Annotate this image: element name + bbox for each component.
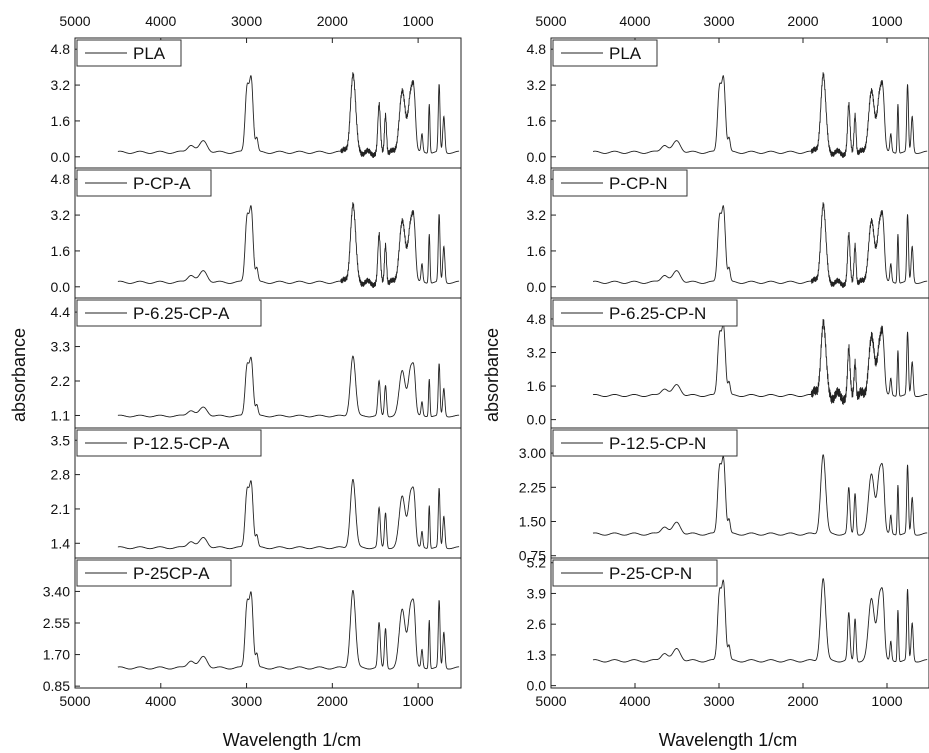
y-tick-label: 3.2: [527, 345, 547, 361]
y-tick-label: 2.8: [51, 467, 71, 483]
y-tick-label: 0.0: [527, 678, 547, 694]
legend-box: [76, 39, 182, 67]
left-bottom-x-tick-label: 4000: [145, 693, 176, 709]
y-tick-label: 0.0: [527, 279, 547, 295]
spectrum-line: [592, 454, 928, 536]
right-bottom-x-tick-label: 3000: [703, 693, 734, 709]
y-tick-label: 2.55: [43, 615, 70, 631]
y-tick-label: 1.1: [51, 407, 71, 423]
left-subplot-4: 1.4 2.1 2.8 3.5 P-12.5-CP-A: [51, 427, 462, 559]
spectrum-line: [117, 355, 460, 418]
left-bottom-x-tick-label: 3000: [231, 693, 262, 709]
y-tick-label: 3.2: [51, 207, 71, 223]
right-subplot-1: 0.0 1.6 3.2 4.8 PLA: [527, 37, 929, 169]
y-tick-label: 1.6: [527, 113, 547, 129]
y-tick-label: 0.0: [527, 149, 547, 165]
y-tick-label: 4.8: [51, 41, 71, 57]
y-tick-label: 4.8: [51, 171, 71, 187]
legend-label: P-6.25-CP-A: [133, 304, 230, 323]
legend-label: P-CP-A: [133, 174, 191, 193]
spectrum-line: [592, 318, 928, 405]
spectrum-line: [117, 202, 460, 289]
left-subplot-1: 0.0 1.6 3.2 4.8 PLA: [51, 37, 462, 169]
left-subplot-3: 1.1 2.2 3.3 4.4 P-6.25-CP-A: [51, 297, 462, 429]
y-tick-label: 1.4: [51, 535, 71, 551]
subplot-frame: [550, 557, 929, 689]
left-subplot-5: 0.85 1.70 2.55 3.40 P-25CP-A: [43, 557, 462, 694]
legend-label: P-12.5-CP-N: [609, 434, 706, 453]
y-tick-label: 2.2: [51, 373, 71, 389]
right-subplot-3: 0.0 1.6 3.2 4.8 P-6.25-CP-N: [527, 297, 929, 429]
right-top-x-tick-label: 4000: [619, 13, 650, 29]
y-tick-label: 2.25: [519, 479, 546, 495]
spectrum-line: [593, 202, 928, 289]
legend-label: PLA: [609, 44, 642, 63]
y-tick-label: 2.1: [51, 501, 71, 517]
left-top-x-tick-label: 5000: [59, 13, 90, 29]
right-top-x-tick-label: 3000: [703, 13, 734, 29]
y-tick-label: 0.85: [43, 678, 70, 694]
right-bottom-x-tick-label: 5000: [535, 693, 566, 709]
y-tick-label: 0.0: [51, 279, 71, 295]
spectrum-line: [117, 479, 460, 550]
y-tick-label: 1.6: [527, 243, 547, 259]
x-axis-label-right: Wavelength 1/cm: [659, 730, 797, 750]
legend-label: P-25-CP-N: [609, 564, 692, 583]
right-bottom-x-tick-label: 1000: [871, 693, 902, 709]
left-top-x-tick-label: 2000: [317, 13, 348, 29]
x-axis-label-left: Wavelength 1/cm: [223, 730, 361, 750]
spectrum-line: [117, 72, 460, 159]
y-tick-label: 5.2: [527, 555, 547, 571]
y-tick-label: 4.8: [527, 41, 547, 57]
y-axis-label-right: absorbance: [482, 328, 502, 422]
y-tick-label: 1.6: [51, 243, 71, 259]
right-top-x-tick-label: 1000: [871, 13, 902, 29]
y-tick-label: 3.2: [527, 77, 547, 93]
left-top-x-tick-label: 3000: [231, 13, 262, 29]
legend-label: P-6.25-CP-N: [609, 304, 706, 323]
left-top-x-tick-label: 4000: [145, 13, 176, 29]
legend-label: PLA: [133, 44, 166, 63]
right-top-x-tick-label: 2000: [787, 13, 818, 29]
spectrum-line: [593, 72, 928, 159]
left-top-x-tick-label: 1000: [403, 13, 434, 29]
spectrum-line: [592, 578, 928, 663]
right-subplot-4: 0.75 1.50 2.25 3.00 P-12.5-CP-N: [519, 427, 929, 564]
y-tick-label: 3.3: [51, 339, 71, 355]
legend-label: P-25CP-A: [133, 564, 210, 583]
y-tick-label: 1.6: [51, 113, 71, 129]
y-tick-label: 2.6: [527, 616, 547, 632]
legend-label: P-CP-N: [609, 174, 668, 193]
left-bottom-x-tick-label: 2000: [317, 693, 348, 709]
y-tick-label: 4.8: [527, 311, 547, 327]
y-tick-label: 1.6: [527, 378, 547, 394]
y-tick-label: 4.8: [527, 171, 547, 187]
y-tick-label: 3.2: [527, 207, 547, 223]
right-subplot-2: 0.0 1.6 3.2 4.8 P-CP-N: [527, 167, 929, 299]
right-subplot-5: 0.0 1.3 2.6 3.9 5.2 P-25-CP-N: [527, 555, 929, 694]
y-tick-label: 0.0: [51, 149, 71, 165]
right-top-x-tick-label: 5000: [535, 13, 566, 29]
y-tick-label: 3.5: [51, 432, 71, 448]
y-tick-label: 3.9: [527, 585, 547, 601]
y-tick-label: 3.40: [43, 583, 70, 599]
left-bottom-x-tick-label: 5000: [59, 693, 90, 709]
y-tick-label: 0.75: [519, 548, 546, 564]
spectrum-line: [117, 590, 460, 670]
left-bottom-x-tick-label: 1000: [403, 693, 434, 709]
right-bottom-x-tick-label: 2000: [787, 693, 818, 709]
y-tick-label: 1.50: [519, 514, 546, 530]
y-tick-label: 1.70: [43, 647, 70, 663]
y-axis-label-left: absorbance: [9, 328, 29, 422]
y-tick-label: 3.00: [519, 445, 546, 461]
y-tick-label: 1.3: [527, 647, 547, 663]
legend-label: P-12.5-CP-A: [133, 434, 230, 453]
left-subplot-2: 0.0 1.6 3.2 4.8 P-CP-A: [51, 167, 462, 299]
y-tick-label: 3.2: [51, 77, 71, 93]
y-tick-label: 4.4: [51, 304, 71, 320]
y-tick-label: 0.0: [527, 412, 547, 428]
right-bottom-x-tick-label: 4000: [619, 693, 650, 709]
